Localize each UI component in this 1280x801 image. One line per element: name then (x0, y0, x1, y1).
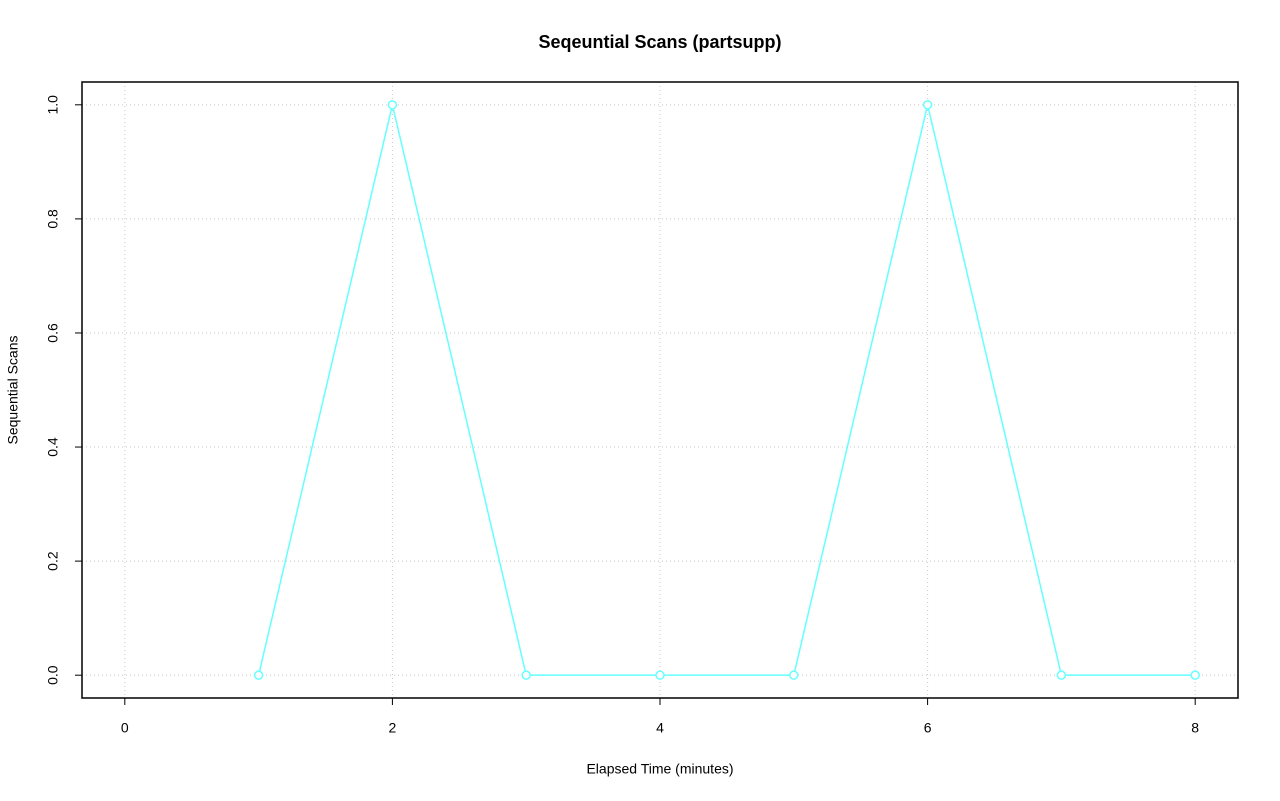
x-tick-label: 4 (656, 720, 664, 736)
data-point (1190, 670, 1200, 680)
y-tick-label: 0.4 (45, 437, 61, 457)
y-tick-label: 0.2 (45, 551, 61, 571)
data-point (387, 100, 398, 110)
y-tick-label: 0.6 (45, 323, 61, 343)
x-axis-label: Elapsed Time (minutes) (586, 761, 733, 777)
y-tick-label: 1.0 (45, 95, 61, 115)
data-line (257, 104, 1196, 676)
x-tick-label: 8 (1191, 720, 1199, 736)
data-point (789, 670, 799, 680)
x-tick-label: 0 (121, 720, 129, 736)
x-tick-label: 2 (389, 720, 397, 736)
y-tick-label: 0.0 (45, 665, 61, 685)
data-point (1056, 670, 1067, 680)
data-point (521, 670, 531, 680)
chart-title: Seqeuntial Scans (partsupp) (538, 32, 781, 52)
data-point (253, 670, 264, 680)
y-tick-label: 0.8 (45, 209, 61, 229)
data-point (922, 100, 933, 110)
y-axis-label: Sequential Scans (5, 336, 21, 445)
data-point (655, 670, 665, 680)
plot-frame (81, 81, 1239, 699)
x-tick-label: 6 (924, 720, 932, 736)
